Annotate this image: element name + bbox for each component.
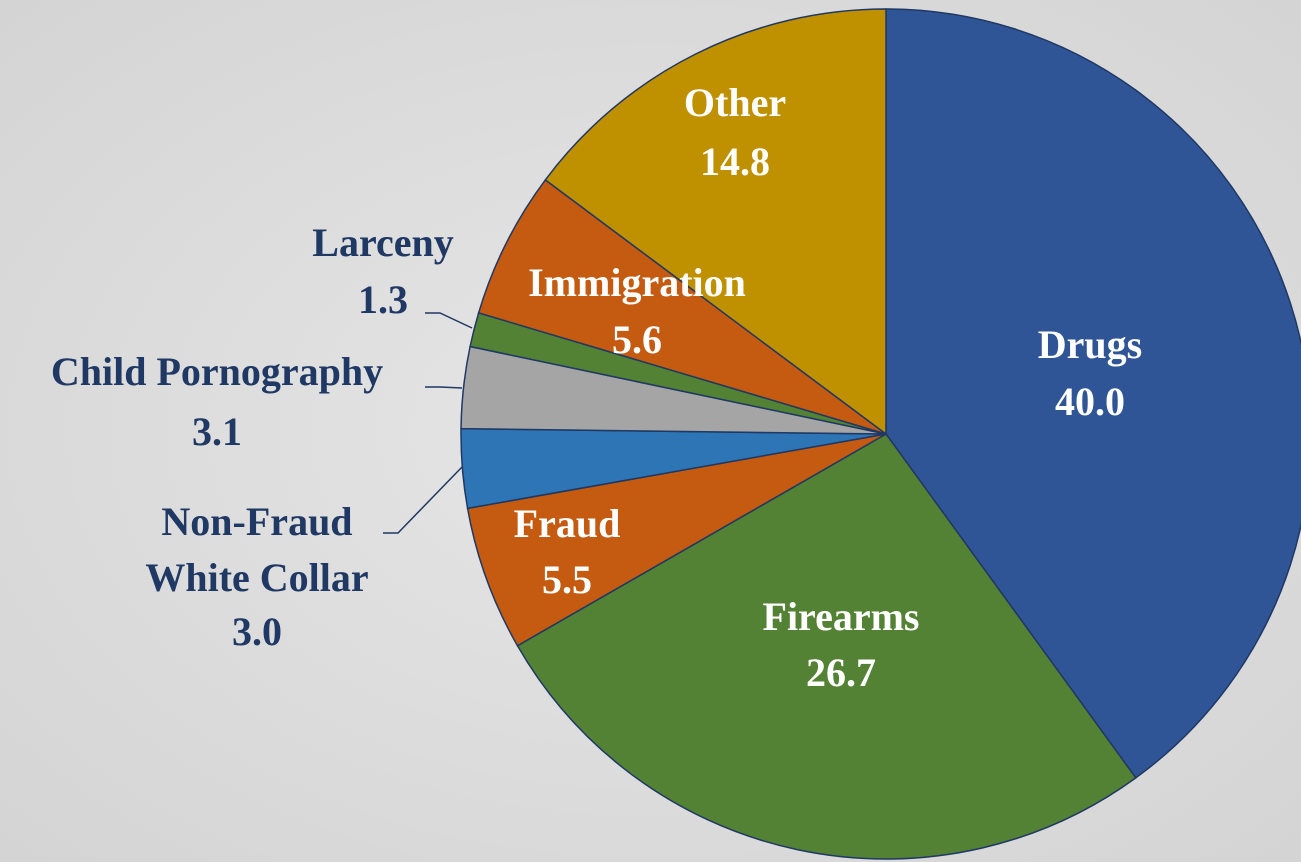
slice-name: Child Pornography <box>50 349 384 394</box>
pie-slice <box>516 433 1137 860</box>
slice-name: Non-Fraud White Collar <box>145 499 369 600</box>
slices <box>460 8 1301 860</box>
slice-value: 5.5 <box>542 557 592 602</box>
slice-name: Other <box>683 80 787 125</box>
slice-value: 3.0 <box>232 609 282 654</box>
leader-line <box>383 466 463 534</box>
slice-value: 40.0 <box>1055 379 1125 424</box>
slice-name: Larceny <box>312 220 454 265</box>
slice-value: 1.3 <box>358 277 408 322</box>
slice-value: 14.8 <box>700 139 770 184</box>
slice-value: 3.1 <box>192 409 242 454</box>
slice-value: 26.7 <box>806 650 876 695</box>
pie-slice <box>544 8 887 436</box>
slice-value: 5.6 <box>612 317 662 362</box>
leader-line <box>425 312 473 329</box>
slice-name: Fraud <box>513 501 621 546</box>
pie-slice <box>885 8 1301 779</box>
slice-name: Drugs <box>1037 322 1143 367</box>
slice-name: Immigration <box>528 260 746 305</box>
slice-name: Firearms <box>762 594 920 639</box>
pie-slice <box>477 178 887 435</box>
leader-line <box>425 386 463 389</box>
pie-slice <box>466 433 887 647</box>
